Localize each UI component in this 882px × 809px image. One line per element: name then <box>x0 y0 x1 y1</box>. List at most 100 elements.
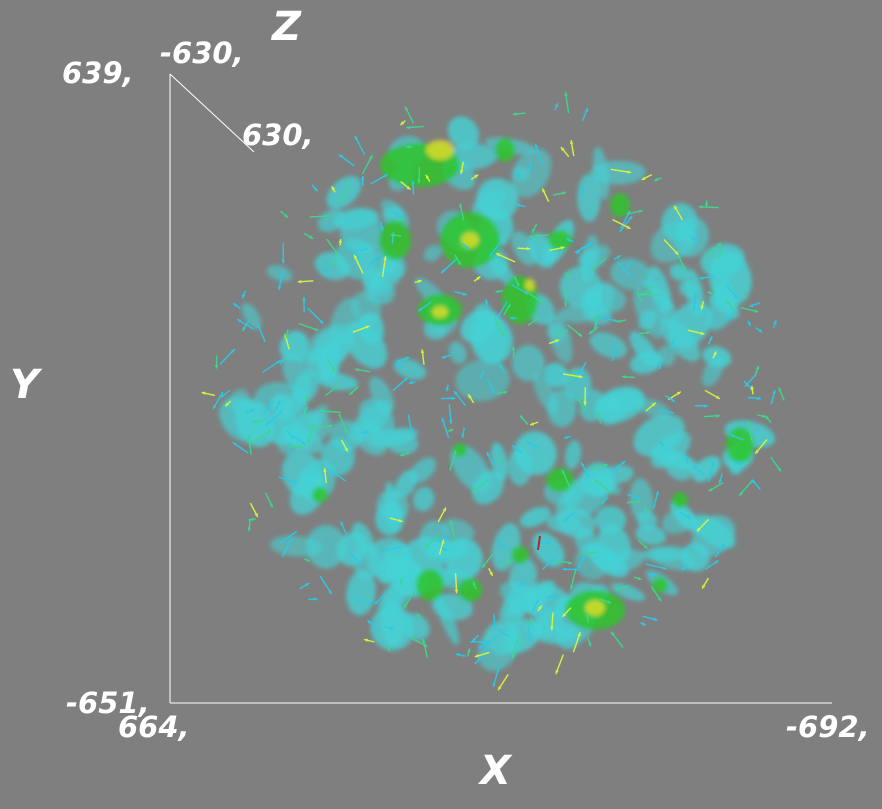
velocity-arrow <box>614 585 630 591</box>
arrow-head <box>251 517 256 522</box>
velocity-arrow <box>219 348 236 365</box>
arrow-head <box>467 648 471 653</box>
velocity-arrow <box>725 284 738 299</box>
arrow-head <box>474 174 479 179</box>
arrow-head <box>696 527 701 532</box>
velocity-arrow <box>516 171 522 180</box>
arrow-head <box>449 520 454 525</box>
velocity-arrow <box>497 674 509 691</box>
velocity-arrow <box>563 435 572 439</box>
arrow-head <box>334 250 338 255</box>
arrow-head <box>507 303 511 308</box>
velocity-arrow <box>484 299 489 307</box>
arrow-head <box>277 400 281 404</box>
arrow-head <box>588 642 592 647</box>
velocity-arrow <box>550 612 554 631</box>
velocity-arrow <box>381 256 387 278</box>
velocity-arrow <box>679 511 691 520</box>
arrow-head <box>772 389 776 394</box>
velocity-arrow <box>348 386 359 396</box>
arrow-head <box>266 421 271 425</box>
undefined <box>508 446 532 486</box>
arrow-head <box>702 584 706 589</box>
undefined <box>310 404 329 425</box>
velocity-arrow <box>659 441 665 447</box>
arrow-head <box>374 600 379 605</box>
arrow-head <box>748 320 752 325</box>
velocity-arrow <box>422 638 429 659</box>
velocity-arrow <box>747 320 752 327</box>
velocity-arrow <box>281 243 285 264</box>
velocity-arrow <box>323 468 327 484</box>
arrow-head <box>441 355 446 359</box>
arrow-head <box>568 378 573 383</box>
undefined <box>499 581 546 615</box>
arrow-head <box>383 174 388 178</box>
arrow-head <box>516 203 520 208</box>
velocity-arrow <box>245 408 256 414</box>
isosurface-inner-patch <box>610 193 630 217</box>
arrow-head <box>698 205 703 209</box>
velocity-arrow <box>707 335 713 345</box>
velocity-arrow <box>704 200 709 208</box>
undefined <box>358 398 395 438</box>
velocity-arrow <box>459 203 465 221</box>
undefined <box>642 279 674 309</box>
undefined <box>442 518 475 542</box>
undefined <box>669 263 688 281</box>
velocity-arrow <box>704 559 719 570</box>
arrow-head <box>627 170 632 174</box>
isosurface-inner-patch <box>548 230 572 250</box>
velocity-arrow <box>749 302 761 308</box>
velocity-arrow <box>717 248 722 259</box>
velocity-arrow <box>569 568 577 590</box>
velocity-arrow <box>445 384 450 392</box>
arrow-head <box>355 368 359 372</box>
arrow-head <box>281 259 285 264</box>
velocity-arrow <box>581 185 585 196</box>
velocity-arrow <box>712 351 717 359</box>
velocity-arrow <box>641 173 653 181</box>
arrow-head <box>354 254 358 259</box>
velocity-arrow <box>496 301 508 319</box>
arrow-head <box>230 349 235 353</box>
arrow-head <box>584 108 588 112</box>
velocity-arrow <box>698 205 719 209</box>
arrow-head <box>751 479 756 484</box>
undefined <box>547 313 573 364</box>
velocity-arrow <box>440 396 456 401</box>
velocity-arrow <box>338 238 343 246</box>
arrow-head <box>280 358 284 362</box>
velocity-arrow <box>441 354 452 359</box>
undefined <box>332 207 380 230</box>
velocity-arrow <box>526 440 541 450</box>
velocity-arrow <box>277 270 284 291</box>
arrow-head <box>636 495 641 500</box>
isosurface-inner-patch <box>416 569 444 601</box>
velocity-arrow <box>279 357 285 365</box>
velocity-arrow <box>328 468 347 482</box>
undefined <box>307 324 355 365</box>
velocity-arrow <box>568 369 576 383</box>
arrow-head <box>247 527 251 532</box>
velocity-arrow <box>649 572 657 577</box>
velocity-arrow <box>478 370 485 380</box>
velocity-arrow <box>262 359 281 373</box>
arrow-shaft <box>511 637 520 659</box>
arrow-head <box>554 103 558 108</box>
velocity-arrow <box>561 607 572 618</box>
isosurface-inner-patch <box>458 578 482 602</box>
arrow-head <box>628 215 633 220</box>
velocity-arrow <box>326 238 339 255</box>
arrow-head <box>400 453 405 457</box>
velocity-arrow <box>471 479 489 494</box>
velocity-arrow <box>600 598 612 604</box>
undefined <box>431 593 473 621</box>
velocity-arrow <box>645 402 657 412</box>
velocity-arrow <box>367 619 381 632</box>
velocity-arrow <box>220 389 231 398</box>
undefined <box>543 362 569 388</box>
arrow-head <box>649 572 654 577</box>
